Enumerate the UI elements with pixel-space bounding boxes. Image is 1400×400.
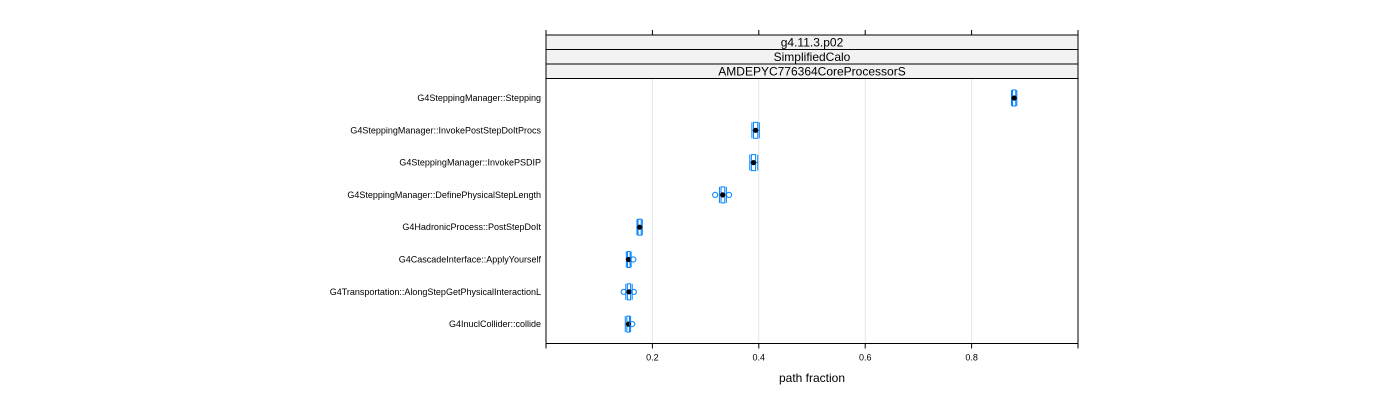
- median-dot-4: [637, 224, 643, 230]
- median-dot-3: [720, 192, 726, 198]
- x-axis: 0.2 0.4 0.6 0.8: [545, 30, 1079, 363]
- strip-2-label: SimplifiedCalo: [774, 50, 851, 64]
- x-tick-label-2: 0.6: [859, 353, 872, 363]
- category-label-4: G4HadronicProcess::PostStepDoIt: [402, 222, 541, 232]
- box-2: [749, 154, 759, 172]
- median-dot-5: [625, 256, 632, 263]
- category-label-2: G4SteppingManager::InvokePSDIP: [399, 158, 541, 168]
- box-series: [620, 89, 1018, 333]
- box-5: [625, 251, 637, 268]
- median-dot-6: [626, 289, 632, 295]
- median-dot-0: [1011, 95, 1017, 101]
- category-label-6: G4Transportation::AlongStepGetPhysicalIn…: [330, 287, 541, 297]
- box-3: [712, 186, 733, 204]
- outlier-6-1: [630, 288, 637, 295]
- category-label-5: G4CascadeInterface::ApplyYourself: [399, 255, 542, 265]
- plot-panel: [545, 78, 1079, 344]
- grid-lines: [651, 78, 973, 344]
- x-axis-title: path fraction: [779, 371, 845, 385]
- outlier-6-0: [620, 288, 627, 295]
- x-tick-label-3: 0.8: [965, 353, 978, 363]
- median-dot-1: [753, 127, 759, 133]
- box-6: [620, 283, 637, 301]
- outlier-5-0: [630, 256, 637, 263]
- category-label-3: G4SteppingManager::DefinePhysicalStepLen…: [347, 190, 541, 200]
- outlier-3-0: [712, 191, 719, 198]
- x-tick-label-0: 0.2: [646, 353, 659, 363]
- category-label-0: G4SteppingManager::Stepping: [417, 93, 541, 103]
- outlier-7-0: [629, 321, 636, 328]
- category-label-1: G4SteppingManager::InvokePostStepDoItPro…: [350, 125, 541, 135]
- outlier-3-1: [725, 191, 733, 198]
- strip-3-label: AMDEPYC776364CoreProcessorS: [718, 65, 905, 79]
- strip-headers: g4.11.3.p02 SimplifiedCalo AMDEPYC776364…: [545, 34, 1079, 79]
- strip-1-label: g4.11.3.p02: [781, 36, 844, 50]
- box-7: [624, 315, 636, 333]
- box-1: [751, 121, 760, 139]
- category-label-7: G4InuclCollider::collide: [449, 319, 541, 329]
- x-tick-label-1: 0.4: [753, 353, 766, 363]
- category-labels: G4SteppingManager::SteppingG4SteppingMan…: [330, 93, 542, 329]
- box-4: [636, 218, 643, 236]
- box-0: [1011, 89, 1018, 107]
- median-dot-2: [750, 160, 757, 166]
